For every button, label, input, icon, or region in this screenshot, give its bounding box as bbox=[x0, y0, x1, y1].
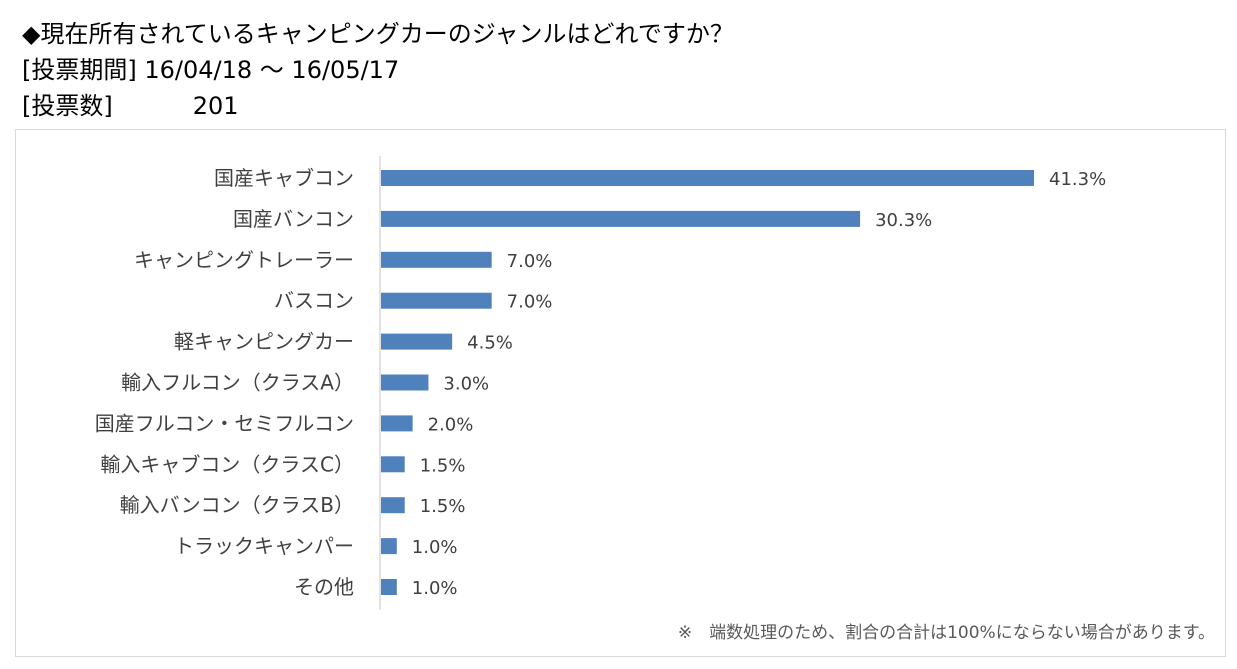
bar bbox=[381, 538, 397, 555]
data-label: 3.0% bbox=[443, 374, 489, 395]
survey-question: ◆現在所有されているキャンピングカーのジャンルはどれですか？ bbox=[22, 20, 734, 48]
data-label: 30.3% bbox=[875, 210, 932, 231]
category-label: 輸入バンコン（クラスB） bbox=[120, 493, 354, 517]
data-label: 1.0% bbox=[412, 537, 458, 558]
bar bbox=[381, 170, 1034, 186]
data-label: 1.5% bbox=[420, 496, 466, 517]
bar bbox=[381, 415, 413, 432]
bar bbox=[381, 210, 861, 227]
category-label: 輸入フルコン（クラスA） bbox=[121, 371, 354, 395]
data-label: 41.3% bbox=[1049, 169, 1106, 190]
category-label: 国産フルコン・セミフルコン bbox=[95, 411, 354, 435]
vote-count-label: [投票数] bbox=[22, 92, 113, 120]
rounding-footnote: ※ 端数処理のため、割合の合計は100%にならない場合があります。 bbox=[677, 623, 1215, 643]
voting-period-label: [投票期間] bbox=[22, 56, 137, 84]
bar bbox=[381, 497, 405, 514]
voting-period-value: 16/04/18 ～ 16/05/17 bbox=[144, 56, 400, 84]
voting-period: [投票期間] 16/04/18 ～ 16/05/17 bbox=[22, 52, 734, 88]
bar bbox=[381, 456, 405, 473]
category-label: 輸入キャブコン（クラスC） bbox=[100, 452, 354, 476]
bar bbox=[381, 374, 429, 391]
data-label: 7.0% bbox=[507, 292, 553, 313]
bar bbox=[381, 251, 492, 268]
bar bbox=[381, 292, 492, 309]
category-label: 軽キャンピングカー bbox=[174, 330, 354, 354]
data-label: 4.5% bbox=[467, 333, 513, 354]
data-label: 7.0% bbox=[507, 251, 553, 272]
bar bbox=[381, 579, 397, 595]
category-label: キャンピングトレーラー bbox=[134, 248, 354, 272]
data-label: 2.0% bbox=[428, 414, 474, 435]
data-label: 1.5% bbox=[420, 455, 466, 476]
survey-header: ◆現在所有されているキャンピングカーのジャンルはどれですか？ [投票期間] 16… bbox=[22, 16, 734, 124]
category-label: 国産キャブコン bbox=[214, 166, 354, 190]
category-label: その他 bbox=[294, 575, 354, 599]
category-label: トラックキャンパー bbox=[174, 534, 354, 558]
category-label: バスコン bbox=[274, 289, 354, 313]
vote-count-value: 201 bbox=[192, 92, 239, 120]
vote-count: [投票数] 201 bbox=[22, 88, 734, 124]
category-label: 国産バンコン bbox=[233, 207, 354, 231]
bar bbox=[381, 333, 453, 350]
data-label: 1.0% bbox=[412, 578, 458, 599]
